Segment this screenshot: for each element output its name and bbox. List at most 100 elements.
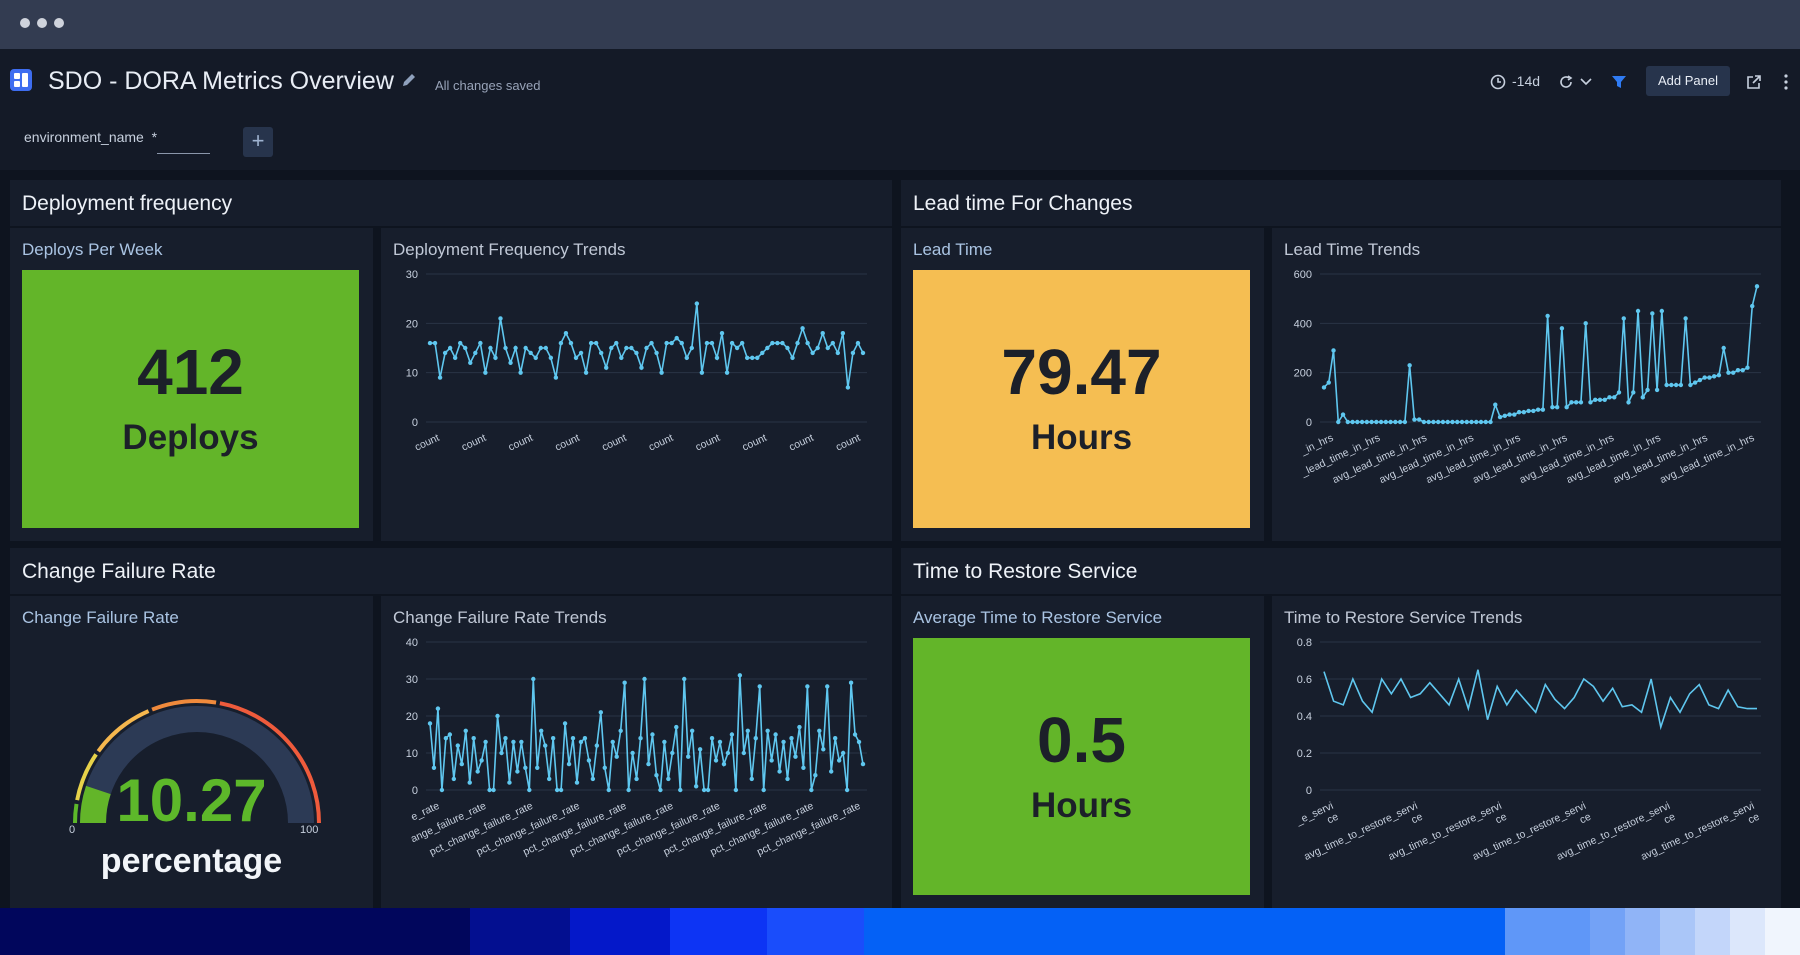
data-point xyxy=(650,732,655,737)
data-point xyxy=(1474,419,1479,425)
y-tick-label: 0.8 xyxy=(1297,637,1312,649)
window-dot-icon[interactable] xyxy=(20,18,30,28)
add-filter-button[interactable]: + xyxy=(243,127,273,157)
share-icon[interactable] xyxy=(1745,73,1763,91)
data-point xyxy=(1426,419,1431,425)
data-point xyxy=(488,345,493,351)
section-change-failure-rate: Change Failure Rate xyxy=(10,548,892,594)
data-point xyxy=(624,345,629,351)
data-point xyxy=(1512,412,1517,417)
data-point xyxy=(1731,370,1736,375)
data-point xyxy=(649,340,654,346)
y-tick-label: 30 xyxy=(406,674,418,686)
y-tick-label: 40 xyxy=(406,637,418,649)
section-title: Time to Restore Service xyxy=(913,560,1138,583)
panel-time-to-restore-trends[interactable]: Time to Restore Service Trends 0 0.2 0.4 0.… xyxy=(1272,596,1781,908)
x-tick-label: count xyxy=(740,432,768,454)
panel-change-failure-rate[interactable]: Change Failure Rate 0 100 10.27 percenta… xyxy=(10,596,373,908)
data-point xyxy=(523,345,528,351)
add-panel-button[interactable]: Add Panel xyxy=(1646,66,1730,96)
panel-deploys-per-week[interactable]: Deploys Per Week 412 Deploys xyxy=(10,228,373,541)
x-tick-label: count xyxy=(600,432,628,454)
data-point xyxy=(793,754,798,759)
data-point xyxy=(1369,419,1374,425)
data-point xyxy=(487,787,492,793)
data-point xyxy=(674,335,679,341)
data-point xyxy=(1554,405,1560,410)
data-point xyxy=(562,721,568,726)
data-point xyxy=(583,370,589,375)
data-point xyxy=(1440,419,1446,425)
data-point xyxy=(815,345,820,351)
data-point xyxy=(1488,419,1493,425)
data-point xyxy=(639,365,644,370)
y-tick-label: 400 xyxy=(1294,318,1312,330)
data-point xyxy=(1631,390,1636,395)
data-point xyxy=(483,739,488,745)
data-point xyxy=(523,765,528,770)
data-point xyxy=(1750,303,1755,309)
more-icon[interactable] xyxy=(1783,73,1789,91)
lead-time-chart: 0200400600_in_hrs_lead_time_in_hrsavg_le… xyxy=(1294,269,1761,486)
data-point xyxy=(850,350,856,356)
deployment-frequency-chart: 0 10 20 30 count count count count count count cou… xyxy=(406,269,867,454)
data-point xyxy=(533,355,538,361)
gauge-threshold-band xyxy=(219,701,321,824)
data-point xyxy=(805,684,810,689)
clock-icon[interactable] xyxy=(1490,74,1506,90)
gauge-value: 10.27 xyxy=(116,767,267,834)
data-point xyxy=(642,676,647,682)
data-point xyxy=(678,787,683,793)
data-point xyxy=(1740,368,1745,373)
data-point xyxy=(1635,308,1641,314)
data-point xyxy=(729,732,735,737)
data-point xyxy=(447,732,453,737)
chevron-down-icon[interactable] xyxy=(1580,78,1592,86)
x-tick-label: count xyxy=(413,432,441,454)
data-point xyxy=(670,750,675,756)
data-point xyxy=(1416,417,1422,422)
data-point xyxy=(860,761,866,767)
filter-icon[interactable] xyxy=(1611,74,1627,90)
data-point xyxy=(795,340,800,346)
lead-time-unit: Hours xyxy=(1030,418,1133,457)
data-point xyxy=(1478,419,1484,425)
panel-title: Average Time to Restore Service xyxy=(913,608,1163,627)
panel-title: Deploys Per Week xyxy=(22,240,163,259)
filter-input-underline xyxy=(157,153,210,154)
page-title: SDO - DORA Metrics Overview xyxy=(48,67,394,95)
data-point xyxy=(733,787,739,793)
data-point xyxy=(1450,419,1455,425)
data-point xyxy=(610,739,615,745)
data-point xyxy=(781,739,786,745)
data-point xyxy=(705,787,711,793)
panel-lead-time-trends[interactable]: Lead Time Trends 0 200 400 600 _in_hrs _lead_… xyxy=(1272,228,1781,541)
window-dot-icon[interactable] xyxy=(37,18,47,28)
data-point xyxy=(694,301,700,306)
panel-title: Change Failure Rate xyxy=(22,608,179,627)
data-point xyxy=(813,773,818,778)
data-point xyxy=(1526,408,1531,414)
pencil-icon[interactable] xyxy=(401,72,417,88)
filter-value[interactable]: * xyxy=(151,129,158,145)
time-range[interactable]: -14d xyxy=(1512,73,1541,89)
gauge-unit: percentage xyxy=(100,842,283,880)
refresh-icon[interactable] xyxy=(1558,74,1574,90)
data-point xyxy=(586,758,592,763)
panel-change-failure-rate-trends[interactable]: Change Failure Rate Trends 0 10 20 30 40 e_ra… xyxy=(381,596,892,908)
data-point xyxy=(1692,380,1698,385)
panel-average-restore[interactable]: Average Time to Restore Service 0.5 Hour… xyxy=(901,596,1264,908)
x-tick-label: count xyxy=(834,432,862,454)
data-point xyxy=(1564,405,1569,410)
data-point xyxy=(855,340,861,346)
data-point xyxy=(442,350,448,356)
panel-lead-time[interactable]: Lead Time 79.47 Hours xyxy=(901,228,1264,541)
filter-label: environment_name * xyxy=(24,129,158,145)
y-tick-label: 20 xyxy=(406,711,418,723)
panel-deployment-frequency-trends[interactable]: Deployment Frequency Trends 0 10 20 30 count… xyxy=(381,228,892,541)
data-point xyxy=(714,355,720,361)
window-dot-icon[interactable] xyxy=(54,18,64,28)
data-point xyxy=(805,340,810,346)
data-point xyxy=(845,385,851,390)
gauge-threshold-band xyxy=(73,803,79,824)
